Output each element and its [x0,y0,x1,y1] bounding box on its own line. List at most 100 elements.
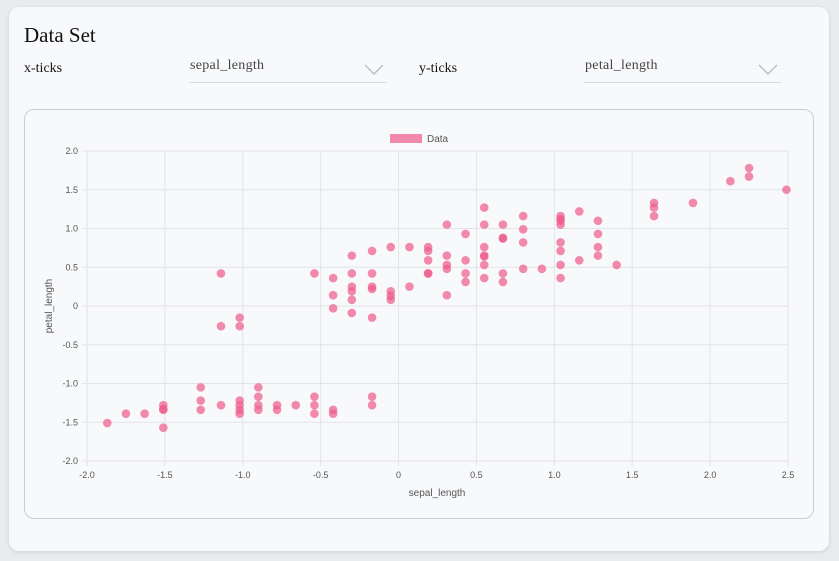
data-point [102,418,112,428]
data-point [593,242,603,252]
x-tick-label: -1.0 [235,470,251,480]
data-point [254,383,263,392]
data-point [479,273,489,283]
legend-swatch [390,134,422,143]
x-tick-label: 0.5 [470,470,483,480]
y-ticks-select-value: petal_length [585,58,658,73]
data-point [310,409,319,419]
x-ticks-label: x-ticks [24,61,63,76]
data-point [461,269,470,278]
data-point [556,238,565,247]
data-point [254,405,263,415]
data-point [593,229,603,239]
data-point [367,392,377,401]
data-point [367,400,377,410]
data-point [649,211,659,221]
data-point [310,400,319,410]
x-tick-label: 1.0 [548,470,561,480]
data-point [498,220,508,229]
data-point [291,400,301,410]
x-tick-label: 0 [396,470,401,480]
data-point [518,264,528,274]
data-point [367,284,377,294]
page-title: Data Set [24,23,96,47]
data-point [593,216,603,226]
data-point [556,260,565,270]
data-point [216,321,226,331]
data-point [216,400,226,410]
data-point [498,277,508,287]
data-point [235,321,244,331]
data-point [744,163,754,173]
y-axis-ticks: 2.0 1.5 1.0 0.5 0 -0.5 -1.0 -1.5 -2.0 [62,146,78,466]
x-tick-label: -0.5 [313,470,329,480]
data-point [196,383,206,392]
data-point [328,290,338,300]
data-point [442,264,452,274]
data-point [479,252,489,261]
data-point [216,269,226,278]
data-point [498,234,508,243]
y-tick-label: 0 [73,301,78,311]
y-axis-label: petal_length [44,279,55,334]
data-point [196,396,206,405]
data-point [235,409,244,419]
data-point [556,220,565,229]
data-point [328,409,338,419]
y-tick-label: 1.0 [65,224,78,234]
data-point [347,295,357,305]
data-point [328,304,338,313]
chart-container: -2.0 -1.5 -1.0 -0.5 0 0.5 1.0 1.5 2.0 2.5 2.0 1.5 1… [24,109,814,519]
data-point [518,238,528,247]
data-point [649,203,659,212]
data-point [423,269,433,278]
data-point [159,405,168,415]
data-point [461,255,470,265]
data-point [518,224,528,234]
data-point [556,273,565,283]
data-point [386,295,396,305]
data-point [537,264,547,274]
x-tick-label: 2.5 [782,470,795,480]
data-point [386,242,396,252]
data-point [744,172,754,181]
data-point [347,251,357,260]
x-axis-label: sepal_length [409,488,466,499]
chart-points [102,163,791,432]
data-point [367,246,377,256]
chart-grid [82,150,789,466]
data-point [461,229,470,239]
y-tick-label: -1.5 [62,417,78,427]
data-point [442,220,452,229]
y-tick-label: 2.0 [65,146,78,156]
chart-legend[interactable]: Data [390,134,449,145]
data-point [159,423,168,432]
chevron-down-icon [364,64,384,75]
data-point [347,286,357,296]
data-point [272,405,282,415]
data-point [140,409,149,419]
data-point [423,255,433,265]
x-tick-label: 2.0 [704,470,717,480]
data-point [574,255,584,265]
y-tick-label: 1.5 [65,185,78,195]
y-ticks-select[interactable]: petal_length [584,54,781,83]
data-point [196,405,206,415]
x-ticks-select[interactable]: sepal_length [189,54,387,83]
data-point [442,290,452,300]
data-point [726,176,735,186]
y-tick-label: -1.0 [62,379,78,389]
data-point [479,220,489,229]
dataset-card: Data Set x-ticks sepal_length y-ticks pe… [9,7,829,551]
x-tick-label: 1.5 [626,470,639,480]
y-tick-label: -0.5 [62,340,78,350]
data-point [310,269,319,278]
data-point [347,308,357,318]
chevron-down-icon [758,64,778,75]
data-point [442,251,452,260]
y-tick-label: -2.0 [62,456,78,466]
data-point [310,392,319,401]
legend-label: Data [427,134,449,145]
data-point [479,260,489,270]
x-ticks-select-value: sepal_length [190,58,265,73]
